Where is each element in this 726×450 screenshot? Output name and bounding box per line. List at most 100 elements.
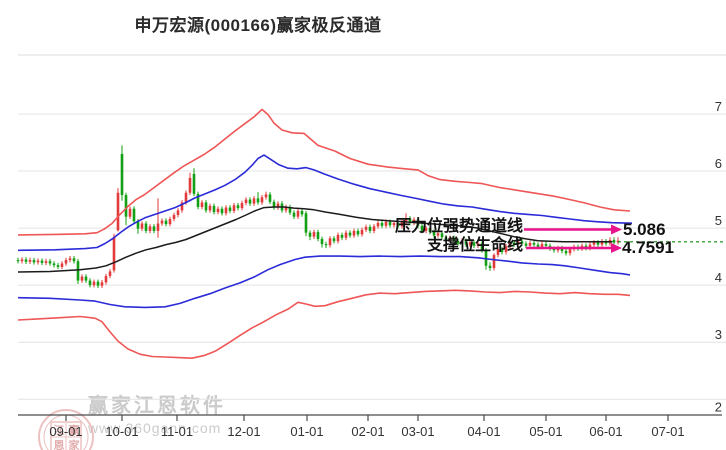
watermark-seal-logo-icon: 江 赢 恩 家 — [38, 409, 94, 450]
candle-body — [492, 254, 496, 269]
candle-body — [488, 265, 492, 269]
candle-body — [296, 210, 300, 217]
candle-body — [412, 219, 416, 223]
candle-body — [268, 194, 272, 202]
candle-body — [592, 242, 596, 245]
candle-body — [116, 192, 120, 231]
candle-body — [80, 276, 84, 281]
candle-body — [188, 177, 192, 193]
candle-body — [444, 237, 448, 241]
candle-body — [320, 238, 324, 245]
x-axis-label-03-01: 03-01 — [401, 424, 434, 439]
candle-body — [76, 261, 80, 281]
candle-body — [24, 259, 28, 262]
candle-body — [292, 212, 296, 217]
candle-body — [180, 202, 184, 211]
candle-body — [32, 260, 36, 263]
candle-body — [176, 210, 180, 215]
candle-body — [472, 242, 476, 246]
candle-body — [200, 202, 204, 207]
resistance-value: 5.086 — [623, 220, 666, 239]
candle-body — [164, 220, 168, 225]
candle-body — [328, 238, 332, 246]
candle-body — [168, 218, 172, 225]
candle-body — [364, 226, 368, 230]
candle-body — [436, 233, 440, 236]
candle-body — [96, 281, 100, 286]
candle-body — [264, 194, 268, 198]
candle-body — [36, 260, 40, 263]
series-life-line-black — [17, 206, 612, 273]
candle-body — [452, 237, 456, 242]
candle-body — [220, 208, 224, 214]
watermark-url-text: www.360gann.com — [88, 420, 222, 436]
series-upper-strong-channel-blue — [17, 154, 633, 252]
candle-body — [132, 208, 136, 222]
candle-body — [540, 244, 544, 247]
y-axis-label-5: 5 — [715, 213, 722, 228]
candle-body — [124, 195, 128, 217]
y-axis-label-4: 4 — [715, 270, 722, 285]
candle-body — [368, 226, 372, 231]
candle-body — [568, 249, 572, 254]
candle-body — [256, 198, 260, 203]
candle-body — [360, 229, 364, 235]
candle-body — [560, 248, 564, 251]
x-axis-label-05-01: 05-01 — [529, 424, 562, 439]
chart-title: 申万宏源(000166)赢家极反通道 — [134, 16, 382, 35]
candle-body — [28, 260, 32, 262]
candle-body — [244, 199, 248, 203]
candle-body — [480, 243, 484, 251]
candle-body — [196, 193, 200, 207]
candle-body — [156, 223, 160, 231]
x-axis-label-10-01: 10-01 — [105, 424, 138, 439]
support-value: 4.7591 — [622, 238, 674, 257]
series-upper-extreme-red — [17, 108, 631, 236]
candle-body — [468, 242, 472, 245]
candle-body — [564, 250, 568, 254]
y-axis-label-2: 2 — [715, 399, 722, 414]
candle-body — [392, 222, 396, 226]
candle-body — [208, 205, 212, 211]
candle-body — [500, 249, 504, 253]
candle-body — [456, 241, 460, 244]
support-arrow-head — [611, 243, 622, 253]
candle-body — [596, 242, 600, 245]
candle-body — [252, 198, 256, 204]
candle-body — [408, 218, 412, 223]
candle-body — [88, 280, 92, 286]
candle-body — [324, 244, 328, 246]
candle-body — [384, 221, 388, 226]
candle-body — [508, 242, 512, 247]
candle-body — [48, 261, 52, 264]
candle-body — [204, 202, 208, 211]
seal-char-1: 江 — [54, 423, 65, 437]
x-axis-label-11-01: 11-01 — [161, 424, 193, 439]
candle-body — [512, 242, 516, 245]
candle-body — [400, 221, 404, 227]
candle-body — [348, 232, 352, 236]
candle-body — [60, 263, 64, 267]
candle-body — [64, 260, 68, 264]
candle-body — [380, 222, 384, 226]
candle-body — [460, 240, 464, 244]
candle-body — [544, 244, 548, 246]
series-lower-extreme-red — [17, 289, 631, 360]
series-lower-weak-channel-blue — [17, 255, 631, 309]
candle-body — [136, 221, 140, 229]
candle-body — [424, 228, 428, 231]
candle-body — [300, 210, 304, 215]
candle-body — [112, 237, 116, 271]
candle-body — [240, 202, 244, 209]
candle-body — [464, 240, 468, 245]
candle-body — [276, 203, 280, 208]
candle-body — [316, 232, 320, 239]
candle-body — [404, 218, 408, 222]
candle-body — [376, 222, 380, 227]
seal-char-2: 赢 — [69, 423, 80, 437]
resistance-arrow-head — [611, 224, 622, 235]
candle-body — [476, 243, 480, 246]
candle-body — [140, 223, 144, 229]
candle-body — [100, 282, 104, 286]
